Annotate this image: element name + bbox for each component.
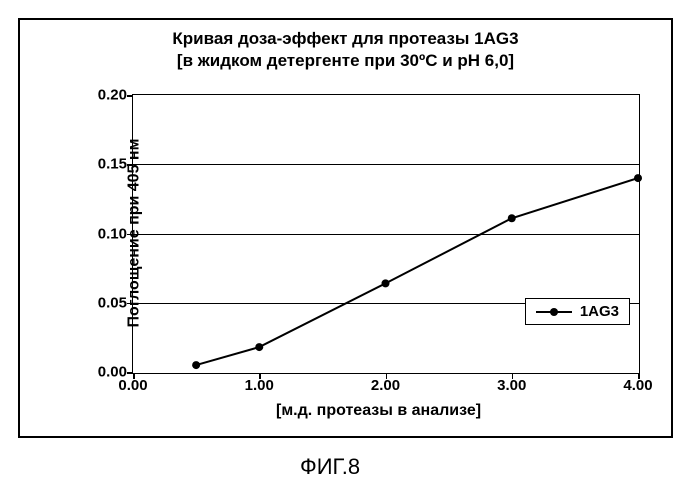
data-point xyxy=(192,361,200,369)
x-tick-label: 2.00 xyxy=(371,373,400,394)
legend-line-icon xyxy=(536,311,572,313)
chart-subtitle: [в жидком детергенте при 30ºC и pH 6,0] xyxy=(20,50,671,72)
y-tick-label: 0.20 xyxy=(98,87,133,104)
figure-caption: ФИГ.8 xyxy=(300,454,360,480)
x-tick-label: 1.00 xyxy=(245,373,274,394)
x-tick-label: 4.00 xyxy=(623,373,652,394)
data-point xyxy=(508,214,516,222)
plot-area: 0.000.050.100.150.200.001.002.003.004.00 xyxy=(132,94,640,374)
data-series xyxy=(133,95,639,373)
x-axis-label: [м.д. протеазы в анализе] xyxy=(276,402,481,420)
legend-marker-icon xyxy=(550,308,558,316)
chart-title: Кривая доза-эффект для протеазы 1AG3 xyxy=(20,28,671,50)
data-point xyxy=(382,279,390,287)
x-tick-label: 0.00 xyxy=(118,373,147,394)
legend: 1AG3 xyxy=(525,298,630,325)
x-tick-label: 3.00 xyxy=(497,373,526,394)
legend-label: 1AG3 xyxy=(580,303,619,320)
y-axis-label: Поглощение при 405 нм xyxy=(125,139,143,328)
data-point xyxy=(255,343,263,351)
data-point xyxy=(634,174,642,182)
